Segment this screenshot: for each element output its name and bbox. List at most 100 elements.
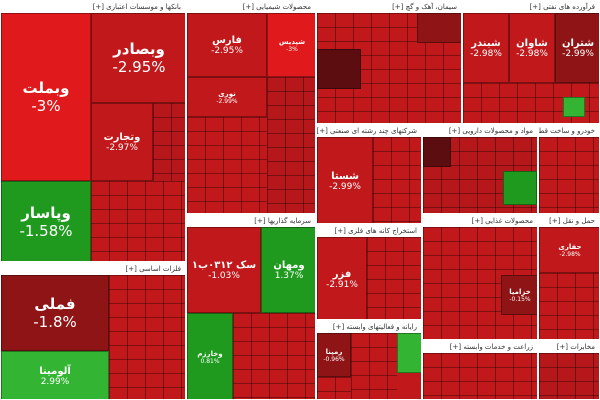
tile-name: وبملت bbox=[22, 79, 70, 97]
tile-name: رمپنا bbox=[325, 347, 343, 356]
sector-metals[interactable]: فلزات اساسی [+] فملی -1.8% آلومینا 2.99% bbox=[0, 262, 186, 400]
tile-green[interactable] bbox=[503, 171, 537, 205]
tile-name: ومهان bbox=[273, 259, 305, 271]
tile-vmahan[interactable]: ومهان 1.37% bbox=[261, 227, 315, 313]
tile-name: وپاسار bbox=[21, 204, 71, 222]
tile-change: -2.95% bbox=[211, 45, 243, 56]
sector-header[interactable]: شرکتهای چند رشته ای صنعتی [+] bbox=[317, 125, 421, 137]
tile-name: حفاری bbox=[558, 242, 582, 251]
sector-extraction[interactable]: شرکتهای چند رشته ای صنعتی [+] شستا -2.99… bbox=[316, 124, 422, 224]
sector-automotive[interactable]: خودرو و ساخت قطعات [+] bbox=[538, 124, 600, 214]
small-tiles[interactable] bbox=[423, 353, 537, 399]
small-tiles[interactable] bbox=[351, 333, 397, 399]
tile-change: 1.37% bbox=[274, 270, 304, 281]
small-tiles[interactable] bbox=[233, 313, 315, 399]
small-tiles[interactable] bbox=[367, 237, 421, 319]
tile-change: -1.58% bbox=[19, 222, 73, 240]
tile-change: -0.96% bbox=[323, 355, 345, 363]
sector-telecom[interactable]: رایانه و فعالیتهای وابسته [+] رمپنا -0.9… bbox=[316, 320, 422, 400]
tile-change: -2.99% bbox=[216, 97, 238, 105]
sector-contracting[interactable]: زراعت و خدمات وابسته [+] bbox=[422, 340, 538, 400]
sector-header[interactable]: فلزات اساسی [+] bbox=[1, 263, 185, 275]
tile-change: -2.95% bbox=[112, 58, 166, 76]
tile-name: وتجارت bbox=[103, 131, 141, 143]
tile-vkharazm[interactable]: وخارزم 0.81% bbox=[187, 313, 233, 399]
tile-vtejarat[interactable]: وتجارت -2.97% bbox=[91, 103, 153, 181]
tile-change: -3% bbox=[31, 97, 61, 115]
sector-header[interactable]: فرآورده های نفتی [+] bbox=[463, 1, 599, 13]
sector-investment[interactable]: سرمایه گذاریها [+] سک ۰۳۱۲ب۱ -1.03% ومها… bbox=[186, 214, 316, 400]
small-tiles[interactable] bbox=[373, 137, 421, 223]
tile-change: -2.97% bbox=[106, 142, 138, 153]
sector-header[interactable]: بانکها و موسسات اعتباری [+] bbox=[1, 1, 185, 13]
small-tiles[interactable] bbox=[317, 377, 351, 399]
tile-shavan[interactable]: شاوان -2.98% bbox=[509, 13, 555, 83]
sector-pharma[interactable]: مواد و محصولات دارویی [+] bbox=[422, 124, 538, 214]
sector-header[interactable]: حمل و نقل [+] bbox=[539, 215, 599, 227]
sector-header[interactable]: محصولات غذایی [+] bbox=[423, 215, 537, 227]
tile-khazamia[interactable]: خزامیا -0.15% bbox=[501, 275, 537, 315]
tile-name: خزامیا bbox=[509, 287, 531, 296]
tile-name: وبصادر bbox=[113, 40, 165, 58]
small-tiles[interactable] bbox=[91, 181, 185, 261]
sector-header[interactable]: محصولات شیمیایی [+] bbox=[187, 1, 315, 13]
tile-green[interactable] bbox=[563, 97, 585, 117]
tile-dark[interactable] bbox=[423, 137, 451, 167]
tile-name: سک ۰۳۱۲ب۱ bbox=[191, 259, 257, 271]
sector-chemicals[interactable]: محصولات شیمیایی [+] فارس -2.95% شپدیس -3… bbox=[186, 0, 316, 214]
sector-header[interactable]: مواد و محصولات دارویی [+] bbox=[423, 125, 537, 137]
tile-hafari[interactable]: حفاری -2.98% bbox=[539, 227, 599, 273]
tile-shtran[interactable]: شتران -2.99% bbox=[555, 13, 599, 83]
tile-dark[interactable] bbox=[417, 13, 461, 43]
tile-sak[interactable]: سک ۰۳۱۲ب۱ -1.03% bbox=[187, 227, 261, 313]
tile-name: شستا bbox=[331, 170, 359, 182]
tile-vpasar[interactable]: وپاسار -1.58% bbox=[1, 181, 91, 261]
sector-header[interactable]: سرمایه گذاریها [+] bbox=[187, 215, 315, 227]
sector-header[interactable]: زراعت و خدمات وابسته [+] bbox=[423, 341, 537, 353]
sector-refineries[interactable]: فرآورده های نفتی [+] شبندر -2.98% شاوان … bbox=[462, 0, 600, 124]
small-tiles[interactable] bbox=[109, 275, 185, 399]
tile-fars[interactable]: فارس -2.95% bbox=[187, 13, 267, 77]
tile-vbmellat[interactable]: وبملت -3% bbox=[1, 13, 91, 181]
sector-multi[interactable]: محصولات غذایی [+] خزامیا -0.15% bbox=[422, 214, 538, 340]
tile-rekhsa[interactable]: رمپنا -0.96% bbox=[317, 333, 351, 377]
tile-shpdis[interactable]: شپدیس -3% bbox=[267, 13, 315, 77]
sector-banks[interactable]: بانکها و موسسات اعتباری [+] وبملت -3% وب… bbox=[0, 0, 186, 262]
small-tiles[interactable] bbox=[539, 137, 599, 213]
tile-change: 0.81% bbox=[200, 357, 220, 365]
sector-insurance[interactable]: مخابرات [+] bbox=[538, 340, 600, 400]
small-tiles[interactable] bbox=[187, 117, 267, 213]
tile-fameli[interactable]: فملی -1.8% bbox=[1, 275, 109, 351]
sector-header[interactable]: رایانه و فعالیتهای وابسته [+] bbox=[317, 321, 421, 333]
sector-cement[interactable]: سیمان، آهک و گچ [+] bbox=[316, 0, 462, 124]
small-tiles[interactable] bbox=[539, 273, 599, 339]
sector-header[interactable]: مخابرات [+] bbox=[539, 341, 599, 353]
tile-name: نوری bbox=[218, 89, 236, 98]
tile-change: -2.98% bbox=[516, 48, 548, 59]
small-tiles[interactable] bbox=[539, 353, 599, 399]
sector-header[interactable]: سیمان، آهک و گچ [+] bbox=[317, 1, 461, 13]
tile-nouri[interactable]: نوری -2.99% bbox=[187, 77, 267, 117]
tile-dark[interactable] bbox=[317, 49, 361, 89]
tile-name: شتران bbox=[561, 37, 595, 49]
tile-change: 2.99% bbox=[40, 376, 70, 387]
tile-green[interactable] bbox=[397, 333, 421, 373]
tile-name: فملی bbox=[34, 295, 76, 313]
small-tiles[interactable] bbox=[153, 103, 185, 181]
small-tiles[interactable] bbox=[267, 77, 315, 213]
tile-name: شبندر bbox=[471, 37, 501, 49]
tile-vbsader[interactable]: وبصادر -2.95% bbox=[91, 13, 185, 103]
sector-transport[interactable]: حمل و نقل [+] حفاری -2.98% bbox=[538, 214, 600, 340]
tile-shasta[interactable]: شستا -2.99% bbox=[317, 137, 373, 223]
tile-shebandar[interactable]: شبندر -2.98% bbox=[463, 13, 509, 83]
sector-header[interactable]: استخراج کانه های فلزی [+] bbox=[317, 225, 421, 237]
tile-change: -2.98% bbox=[470, 48, 502, 59]
tile-change: -2.91% bbox=[326, 279, 358, 290]
tile-fazar[interactable]: فزر -2.91% bbox=[317, 237, 367, 319]
tile-name: فارس bbox=[212, 34, 242, 46]
sector-mining[interactable]: استخراج کانه های فلزی [+] فزر -2.91% bbox=[316, 224, 422, 320]
tile-change: -2.99% bbox=[329, 181, 361, 192]
sector-header[interactable]: خودرو و ساخت قطعات [+] bbox=[539, 125, 599, 137]
tile-aluminium[interactable]: آلومینا 2.99% bbox=[1, 351, 109, 399]
